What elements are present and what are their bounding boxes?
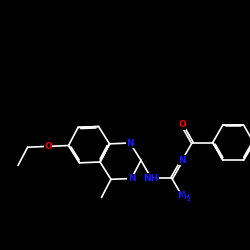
Text: N: N xyxy=(177,191,184,200)
Text: 2: 2 xyxy=(187,196,191,202)
Text: O: O xyxy=(178,120,186,129)
Text: N: N xyxy=(178,156,186,165)
Text: NH: NH xyxy=(144,174,159,182)
Text: H: H xyxy=(183,194,189,200)
Text: N: N xyxy=(126,138,134,147)
Text: O: O xyxy=(44,142,52,151)
Text: N: N xyxy=(128,174,135,183)
